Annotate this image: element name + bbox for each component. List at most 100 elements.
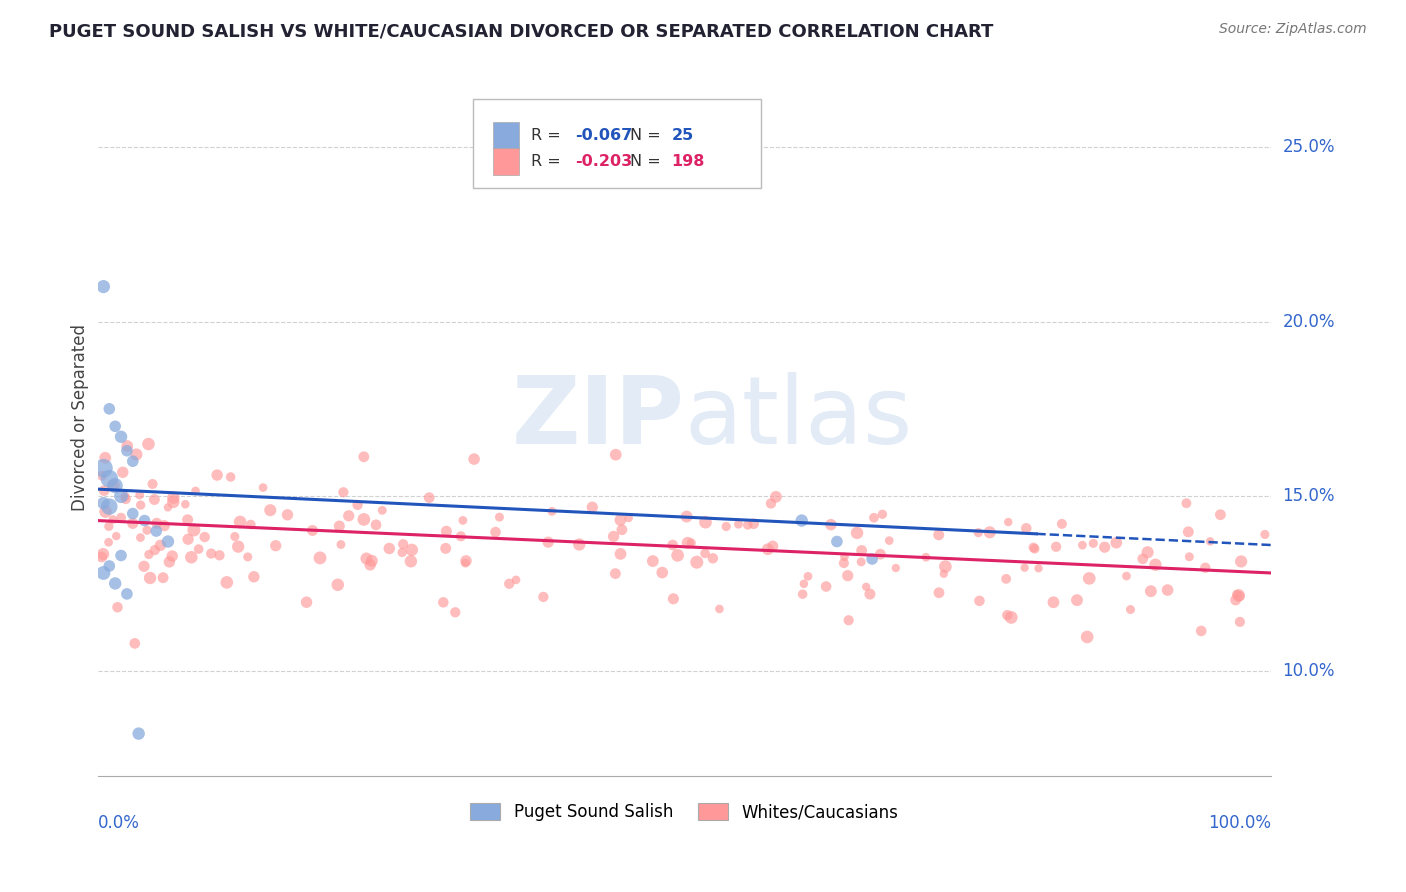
Point [756,542,779,557]
Point [121,507,143,521]
Point [934,559,956,574]
Point [1071,538,1094,552]
Point [737,518,759,533]
Text: 25: 25 [672,128,693,143]
Point [825,534,848,549]
Point [846,525,869,540]
Point [145,516,167,531]
Point [792,587,814,601]
Point [676,536,699,550]
Point [505,573,527,587]
Point [90,549,112,564]
Point [1050,516,1073,531]
Point [793,576,815,591]
Point [1227,589,1250,603]
Point [541,504,564,518]
Point [666,549,689,563]
Point [1175,496,1198,510]
Point [142,477,165,491]
Point [1156,582,1178,597]
Point [1000,610,1022,624]
Point [157,555,180,569]
Point [1178,549,1201,564]
Point [128,488,150,502]
Point [662,591,685,606]
Point [855,580,877,594]
Point [156,500,179,515]
Point [392,537,415,551]
Point [1094,540,1116,554]
Point [114,490,136,504]
Point [605,566,627,581]
Point [180,550,202,565]
Point [851,543,873,558]
Point [765,490,787,504]
Point [121,454,143,468]
Point [326,578,349,592]
Point [709,602,731,616]
Point [716,519,738,533]
Point [434,541,457,556]
Point [401,542,423,557]
Point [132,559,155,574]
Point [121,516,143,531]
Legend: Puget Sound Salish, Whites/Caucasians: Puget Sound Salish, Whites/Caucasians [464,797,905,828]
Text: -0.203: -0.203 [575,154,633,169]
Point [1042,595,1064,609]
Point [995,572,1018,586]
Point [915,550,938,565]
Point [337,508,360,523]
Point [872,508,894,522]
Point [93,279,115,293]
Point [967,525,990,540]
Point [759,496,782,510]
Point [995,608,1018,623]
Point [1132,552,1154,566]
Text: R =: R = [530,154,565,169]
Point [194,530,217,544]
Point [353,450,375,464]
Point [432,595,454,609]
Point [110,549,132,563]
Point [1177,524,1199,539]
Text: ZIP: ZIP [512,372,685,464]
Text: R =: R = [530,128,565,143]
Point [162,495,184,509]
Point [451,513,474,527]
Point [353,512,375,526]
Point [838,613,860,627]
Point [454,554,477,568]
Point [1136,545,1159,559]
Point [932,566,955,581]
Point [98,559,121,574]
Point [328,519,350,533]
Point [259,503,281,517]
Point [149,538,172,552]
Point [790,514,813,528]
Point [1115,569,1137,583]
Point [1194,560,1216,574]
Point [1076,630,1098,644]
Point [107,600,129,615]
Point [153,518,176,533]
Point [820,517,842,532]
Point [762,539,785,553]
Point [1225,593,1247,607]
Point [605,448,627,462]
Text: 100.0%: 100.0% [1208,814,1271,832]
Point [581,500,603,515]
Point [661,538,683,552]
Point [859,587,882,601]
Point [418,491,440,505]
Point [1066,593,1088,607]
FancyBboxPatch shape [494,122,519,149]
Point [98,472,121,486]
Point [236,549,259,564]
Text: 0.0%: 0.0% [97,814,139,832]
Point [1144,558,1167,572]
Point [110,430,132,444]
Point [145,524,167,538]
Point [97,535,120,549]
Text: PUGET SOUND SALISH VS WHITE/CAUCASIAN DIVORCED OR SEPARATED CORRELATION CHART: PUGET SOUND SALISH VS WHITE/CAUCASIAN DI… [49,22,994,40]
Point [399,554,422,568]
